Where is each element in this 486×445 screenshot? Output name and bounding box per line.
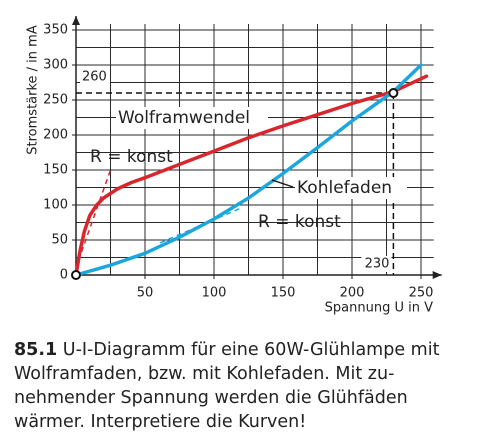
y-tick-label: 300	[43, 58, 68, 73]
x-tick-label: 250	[409, 286, 434, 301]
caption-text: wärmer. Interpretiere die Kurven!	[14, 412, 307, 432]
y-tick-label: 0	[60, 268, 68, 283]
y-tick-label: 50	[51, 233, 68, 248]
caption-text: nehmender Spannung werden die Glühfäden	[14, 388, 408, 408]
label-bg	[80, 69, 110, 85]
caption-text: U-I-Diagramm für eine 60W-Glühlampe mit	[62, 340, 440, 360]
caption-text: Wolframfaden, bzw. mit Kohlefaden. Mit z…	[14, 364, 395, 384]
caption-number: 85.1	[14, 340, 58, 360]
caption-line: Wolframfaden, bzw. mit Kohlefaden. Mit z…	[14, 362, 480, 386]
label-bg	[295, 177, 407, 199]
caption: 85.1 U-I-Diagramm für eine 60W-Glühlampe…	[14, 338, 480, 434]
caption-line: wärmer. Interpretiere die Kurven!	[14, 410, 480, 434]
y-tick-label: 200	[43, 128, 68, 143]
x-tick-label: 100	[202, 286, 227, 301]
x-tick-label: 50	[137, 286, 154, 301]
series-line	[74, 74, 429, 277]
x-tick-label: 150	[271, 286, 296, 301]
leader-line	[271, 179, 294, 188]
chart: Stromstärke / in mA Spannung U in V 50 10…	[26, 16, 442, 316]
origin-marker	[71, 270, 81, 280]
y-tick-label: 150	[43, 163, 68, 178]
tangent-label: R = konst	[258, 212, 341, 232]
tangent-line	[159, 207, 242, 244]
x-arrow	[432, 271, 442, 279]
tangent-label: R = konst	[90, 147, 173, 167]
series-line	[74, 63, 423, 277]
y-tick-label: 350	[43, 23, 68, 38]
marker	[388, 88, 399, 98]
label-bg	[361, 256, 392, 272]
reference-label: 260	[82, 70, 107, 85]
tangent-line	[80, 169, 112, 253]
reference-label: 230	[365, 257, 390, 272]
label-bg	[116, 107, 268, 129]
caption-line: nehmender Spannung werden die Glühfäden	[14, 386, 480, 410]
series-label: Kohlefaden	[297, 178, 392, 198]
caption-line: 85.1 U-I-Diagramm für eine 60W-Glühlampe…	[14, 338, 480, 362]
y-tick-label: 100	[43, 198, 68, 213]
y-arrow	[72, 16, 80, 25]
series-label: Wolframwendel	[118, 108, 250, 128]
y-axis-label: Stromstärke / in mA	[26, 25, 41, 155]
x-axis-label: Spannung U in V	[325, 301, 433, 316]
y-tick-label: 250	[43, 93, 68, 108]
x-tick-label: 200	[340, 286, 365, 301]
